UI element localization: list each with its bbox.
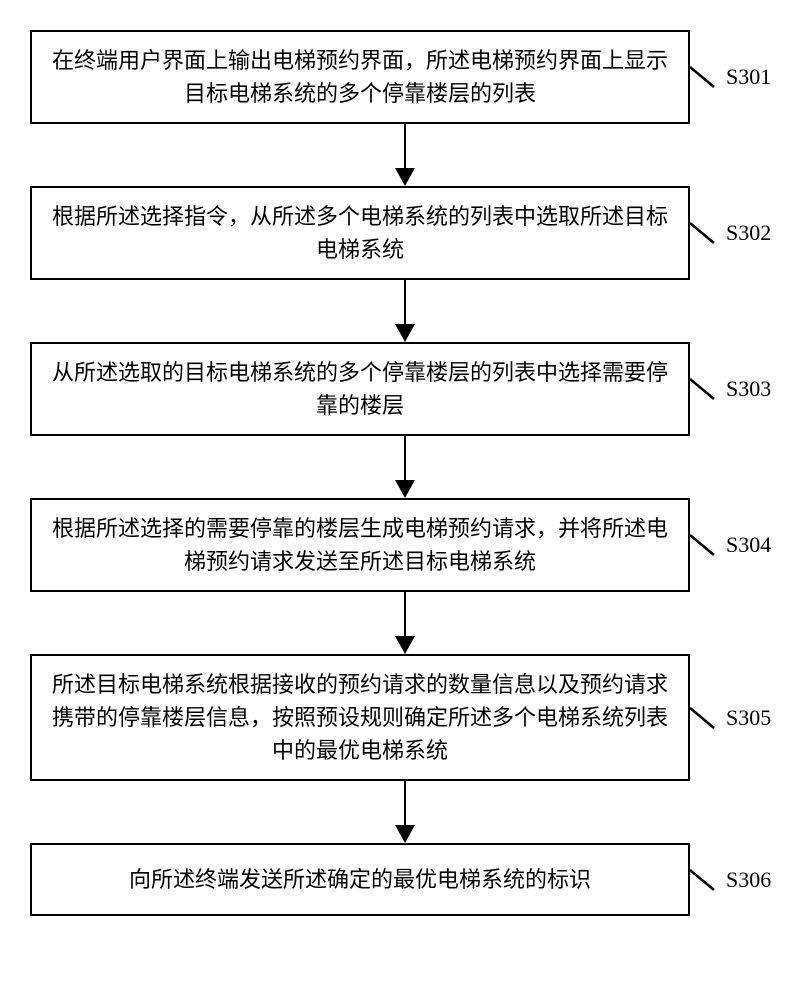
step-row: 向所述终端发送所述确定的最优电梯系统的标识 S306 xyxy=(30,843,780,916)
step-label: S303 xyxy=(726,376,771,402)
flowchart-container: 在终端用户界面上输出电梯预约界面，所述电梯预约界面上显示目标电梯系统的多个停靠楼… xyxy=(30,30,780,916)
step-label-col: S303 xyxy=(690,369,780,409)
connector-tick xyxy=(690,698,730,738)
step-label: S306 xyxy=(726,867,771,893)
flow-arrow xyxy=(395,592,415,654)
flow-arrow xyxy=(395,124,415,186)
flow-arrow xyxy=(395,280,415,342)
connector-tick xyxy=(690,525,730,565)
connector-tick xyxy=(690,369,730,409)
step-box: 从所述选取的目标电梯系统的多个停靠楼层的列表中选择需要停靠的楼层 xyxy=(30,342,690,436)
step-label: S302 xyxy=(726,220,771,246)
step-row: 所述目标电梯系统根据接收的预约请求的数量信息以及预约请求携带的停靠楼层信息，按照… xyxy=(30,654,780,781)
step-text: 从所述选取的目标电梯系统的多个停靠楼层的列表中选择需要停靠的楼层 xyxy=(52,360,668,418)
step-box: 向所述终端发送所述确定的最优电梯系统的标识 xyxy=(30,843,690,916)
step-text: 向所述终端发送所述确定的最优电梯系统的标识 xyxy=(129,867,591,892)
flow-arrow xyxy=(395,781,415,843)
step-text: 根据所述选择的需要停靠的楼层生成电梯预约请求，并将所述电梯预约请求发送至所述目标… xyxy=(52,516,668,574)
step-label: S304 xyxy=(726,532,771,558)
step-label: S305 xyxy=(726,705,771,731)
step-label-col: S306 xyxy=(690,860,780,900)
step-text: 所述目标电梯系统根据接收的预约请求的数量信息以及预约请求携带的停靠楼层信息，按照… xyxy=(52,672,668,763)
step-text: 根据所述选择指令，从所述多个电梯系统的列表中选取所述目标电梯系统 xyxy=(52,204,668,262)
step-label: S301 xyxy=(726,64,771,90)
connector-tick xyxy=(690,213,730,253)
step-box: 在终端用户界面上输出电梯预约界面，所述电梯预约界面上显示目标电梯系统的多个停靠楼… xyxy=(30,30,690,124)
connector-tick xyxy=(690,57,730,97)
step-row: 根据所述选择指令，从所述多个电梯系统的列表中选取所述目标电梯系统 S302 xyxy=(30,186,780,280)
flow-arrow xyxy=(395,436,415,498)
step-row: 在终端用户界面上输出电梯预约界面，所述电梯预约界面上显示目标电梯系统的多个停靠楼… xyxy=(30,30,780,124)
step-box: 所述目标电梯系统根据接收的预约请求的数量信息以及预约请求携带的停靠楼层信息，按照… xyxy=(30,654,690,781)
connector-tick xyxy=(690,860,730,900)
step-label-col: S302 xyxy=(690,213,780,253)
step-box: 根据所述选择的需要停靠的楼层生成电梯预约请求，并将所述电梯预约请求发送至所述目标… xyxy=(30,498,690,592)
step-text: 在终端用户界面上输出电梯预约界面，所述电梯预约界面上显示目标电梯系统的多个停靠楼… xyxy=(52,48,668,106)
step-box: 根据所述选择指令，从所述多个电梯系统的列表中选取所述目标电梯系统 xyxy=(30,186,690,280)
step-label-col: S305 xyxy=(690,698,780,738)
step-label-col: S304 xyxy=(690,525,780,565)
step-label-col: S301 xyxy=(690,57,780,97)
step-row: 根据所述选择的需要停靠的楼层生成电梯预约请求，并将所述电梯预约请求发送至所述目标… xyxy=(30,498,780,592)
step-row: 从所述选取的目标电梯系统的多个停靠楼层的列表中选择需要停靠的楼层 S303 xyxy=(30,342,780,436)
